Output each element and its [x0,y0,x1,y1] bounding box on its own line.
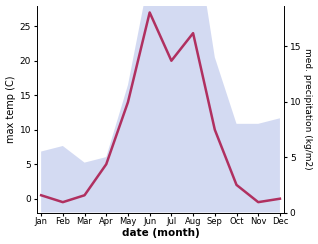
Y-axis label: med. precipitation (kg/m2): med. precipitation (kg/m2) [303,48,313,170]
Y-axis label: max temp (C): max temp (C) [5,75,16,143]
X-axis label: date (month): date (month) [122,228,199,238]
